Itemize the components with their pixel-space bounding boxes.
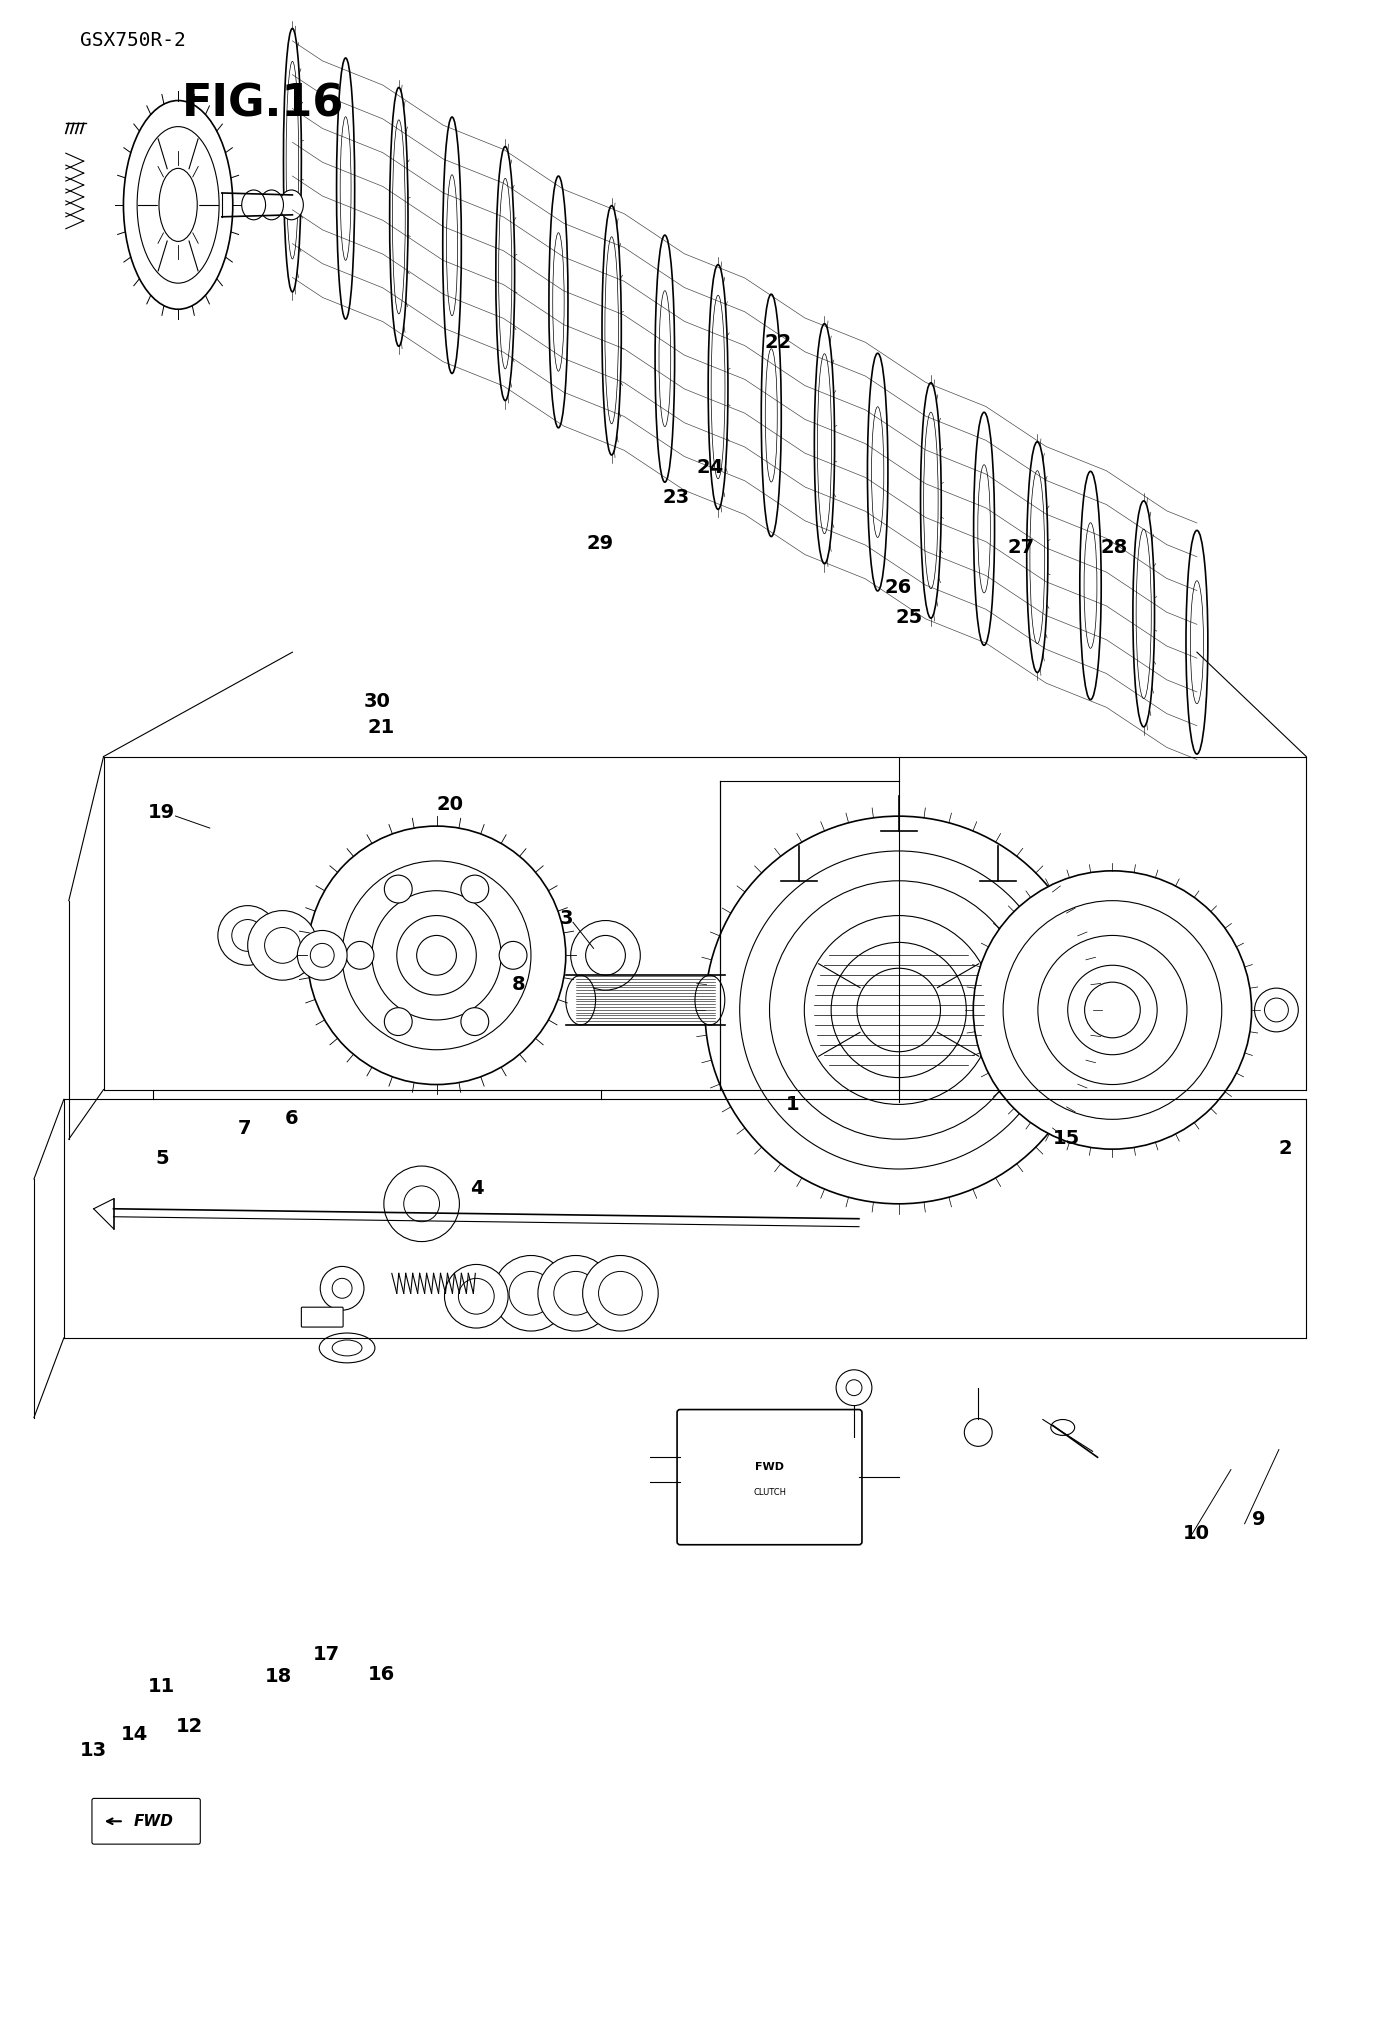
Ellipse shape — [705, 817, 1092, 1204]
Ellipse shape — [1255, 988, 1298, 1033]
Ellipse shape — [603, 206, 622, 456]
Ellipse shape — [320, 1333, 375, 1363]
Ellipse shape — [856, 968, 940, 1051]
Ellipse shape — [974, 411, 994, 645]
Text: 28: 28 — [1100, 539, 1128, 557]
Text: 29: 29 — [587, 535, 614, 553]
Text: 14: 14 — [121, 1725, 148, 1745]
Text: 16: 16 — [367, 1664, 394, 1684]
Text: 25: 25 — [895, 607, 923, 627]
Ellipse shape — [538, 1255, 614, 1331]
Ellipse shape — [583, 1255, 658, 1331]
Text: 18: 18 — [265, 1666, 292, 1686]
Ellipse shape — [1051, 1420, 1074, 1436]
Ellipse shape — [921, 383, 942, 617]
Ellipse shape — [709, 264, 728, 510]
FancyBboxPatch shape — [302, 1307, 343, 1327]
Text: 22: 22 — [765, 333, 792, 353]
Ellipse shape — [739, 851, 1058, 1170]
Ellipse shape — [461, 875, 488, 904]
Text: 5: 5 — [154, 1150, 168, 1168]
Ellipse shape — [804, 916, 993, 1105]
Ellipse shape — [372, 892, 501, 1021]
Ellipse shape — [320, 1267, 364, 1311]
Ellipse shape — [346, 942, 374, 970]
Ellipse shape — [769, 881, 1027, 1140]
Ellipse shape — [248, 910, 317, 980]
Ellipse shape — [390, 87, 408, 347]
Text: 23: 23 — [662, 488, 690, 506]
Ellipse shape — [336, 58, 354, 319]
Ellipse shape — [443, 117, 462, 373]
Ellipse shape — [1085, 982, 1140, 1039]
Ellipse shape — [385, 875, 412, 904]
Ellipse shape — [815, 323, 834, 563]
Ellipse shape — [1186, 530, 1208, 754]
Text: CLUTCH: CLUTCH — [753, 1489, 786, 1497]
Ellipse shape — [383, 1166, 459, 1242]
Text: FWD: FWD — [134, 1813, 174, 1829]
Ellipse shape — [342, 861, 531, 1049]
Ellipse shape — [695, 974, 725, 1025]
Ellipse shape — [444, 1265, 507, 1327]
Ellipse shape — [298, 930, 348, 980]
Ellipse shape — [565, 974, 596, 1025]
Ellipse shape — [284, 28, 302, 292]
Text: 2: 2 — [1278, 1140, 1292, 1158]
Text: 17: 17 — [313, 1644, 339, 1664]
Text: 20: 20 — [436, 795, 463, 813]
Ellipse shape — [280, 190, 303, 220]
Text: GSX750R-2: GSX750R-2 — [80, 30, 185, 50]
Text: 9: 9 — [1252, 1511, 1265, 1529]
Text: 7: 7 — [237, 1119, 251, 1138]
Ellipse shape — [461, 1008, 488, 1035]
Text: 26: 26 — [884, 579, 912, 597]
Text: 27: 27 — [1008, 539, 1034, 557]
Ellipse shape — [308, 827, 565, 1085]
FancyBboxPatch shape — [677, 1410, 862, 1545]
Ellipse shape — [218, 906, 277, 966]
Ellipse shape — [499, 942, 527, 970]
Ellipse shape — [397, 916, 476, 994]
Ellipse shape — [416, 936, 456, 974]
Ellipse shape — [496, 147, 514, 401]
Ellipse shape — [964, 1418, 992, 1446]
Text: 3: 3 — [560, 910, 572, 928]
Text: 15: 15 — [1052, 1130, 1080, 1148]
Ellipse shape — [494, 1255, 568, 1331]
Ellipse shape — [241, 190, 266, 220]
Ellipse shape — [867, 353, 888, 591]
Text: 10: 10 — [1183, 1525, 1211, 1543]
Ellipse shape — [259, 190, 284, 220]
Text: 13: 13 — [80, 1741, 106, 1759]
Text: 1: 1 — [786, 1095, 798, 1113]
Ellipse shape — [1067, 966, 1157, 1055]
Ellipse shape — [1134, 500, 1154, 726]
Text: FIG.16: FIG.16 — [182, 83, 345, 125]
Text: 30: 30 — [364, 692, 390, 712]
Ellipse shape — [549, 175, 568, 428]
Text: 12: 12 — [175, 1716, 203, 1737]
Ellipse shape — [1080, 472, 1102, 700]
Text: 8: 8 — [512, 974, 525, 994]
Text: 6: 6 — [285, 1109, 299, 1128]
FancyBboxPatch shape — [92, 1799, 200, 1844]
Ellipse shape — [836, 1370, 872, 1406]
Ellipse shape — [124, 101, 233, 309]
Ellipse shape — [571, 920, 640, 990]
Text: 24: 24 — [696, 458, 724, 476]
Ellipse shape — [1038, 936, 1187, 1085]
Text: 11: 11 — [148, 1676, 175, 1696]
Text: FWD: FWD — [756, 1462, 785, 1472]
Ellipse shape — [974, 871, 1252, 1150]
Text: 19: 19 — [148, 803, 175, 821]
Ellipse shape — [1027, 442, 1048, 672]
Ellipse shape — [385, 1008, 412, 1035]
Text: 21: 21 — [367, 718, 394, 738]
Ellipse shape — [761, 294, 782, 537]
Text: 4: 4 — [470, 1180, 484, 1198]
Ellipse shape — [1003, 902, 1222, 1119]
Ellipse shape — [655, 236, 674, 482]
Ellipse shape — [832, 942, 967, 1077]
